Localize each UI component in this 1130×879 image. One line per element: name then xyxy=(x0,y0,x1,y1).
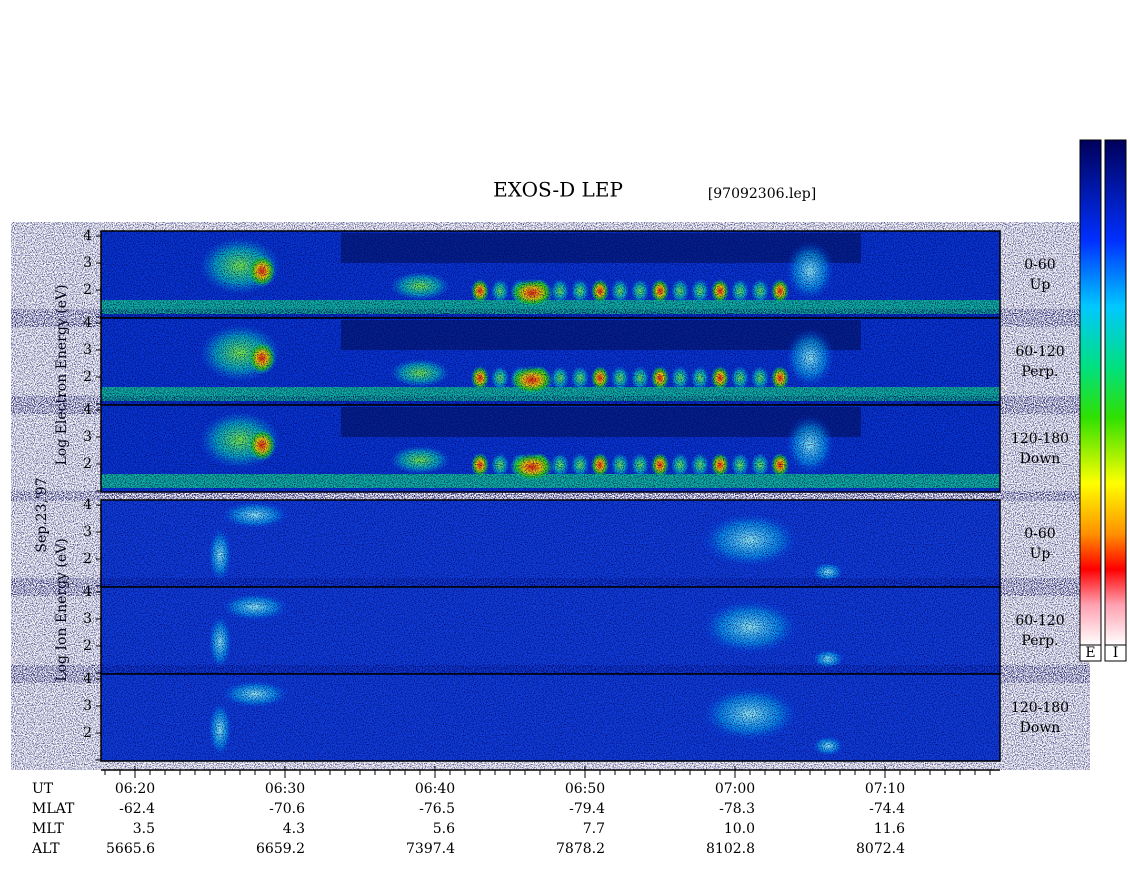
ephemeris-value: 4.3 xyxy=(283,821,305,837)
noise xyxy=(101,318,1000,405)
y-tick-label: 2 xyxy=(83,369,92,385)
panel-direction: Down xyxy=(1020,451,1061,467)
panel-range: 120-180 xyxy=(1011,431,1069,447)
panel-range: 0-60 xyxy=(1024,526,1055,542)
panel: 4 3 2 60-120 Perp. xyxy=(83,584,1065,675)
time-label: 07:00 xyxy=(715,781,755,797)
ephemeris-value: 11.6 xyxy=(874,821,905,837)
ephemeris-value: -79.4 xyxy=(569,801,605,817)
panel-direction: Up xyxy=(1030,546,1051,562)
row-name: MLT xyxy=(32,821,64,837)
color-bar-label-box xyxy=(1079,644,1102,662)
panel: 4 3 2 60-120 Perp. xyxy=(83,315,1065,406)
ephemeris-value: 8102.8 xyxy=(706,841,755,857)
y-tick-label: 4 xyxy=(83,497,92,513)
y-tick-label: 4 xyxy=(83,584,92,600)
time-axis: UT 06:20 06:30 06:40 06:50 07:00 07:10 MLAT -62.… xyxy=(31,766,1000,857)
panel-direction: Down xyxy=(1020,720,1061,736)
noise xyxy=(101,500,1000,587)
y-tick-label: 4 xyxy=(83,228,92,244)
noise xyxy=(101,587,1000,674)
noise xyxy=(101,674,1000,761)
panel-frame xyxy=(100,404,1001,493)
time-label: 06:50 xyxy=(565,781,605,797)
ephemeris-value: 7.7 xyxy=(583,821,605,837)
y-tick-label: 4 xyxy=(83,402,92,418)
y-tick-label: 2 xyxy=(83,725,92,741)
color-bar xyxy=(1079,139,1102,646)
ephemeris-value: 8072.4 xyxy=(856,841,905,857)
panel-frame xyxy=(100,673,1001,762)
ephemeris-value: 3.5 xyxy=(133,821,155,837)
y-tick-label: 2 xyxy=(83,638,92,654)
title: EXOS-D LEP xyxy=(493,178,623,202)
panel-range: 60-120 xyxy=(1015,613,1064,629)
file-name: [97092306.lep] xyxy=(708,186,816,202)
y-tick-label: 2 xyxy=(83,551,92,567)
ephemeris-value: 10.0 xyxy=(724,821,755,837)
color-bar-label: I xyxy=(1113,645,1119,661)
noise xyxy=(101,231,1000,318)
y-tick-label: 3 xyxy=(83,698,92,714)
color-bar-label-box xyxy=(1104,644,1127,662)
ephemeris-value: -76.5 xyxy=(419,801,455,817)
panel-direction: Perp. xyxy=(1021,364,1058,380)
y-tick-label: 2 xyxy=(83,282,92,298)
row-name: UT xyxy=(32,781,54,797)
panel: 4 3 2 120-180 Down xyxy=(83,402,1069,493)
ephemeris-value: 7878.2 xyxy=(556,841,605,857)
ephemeris-value: 6659.2 xyxy=(256,841,305,857)
panel-range: 60-120 xyxy=(1015,344,1064,360)
color-bar xyxy=(1104,139,1127,646)
ephemeris-value: -70.6 xyxy=(269,801,305,817)
time-label: 07:10 xyxy=(865,781,905,797)
time-label: 06:20 xyxy=(115,781,155,797)
y-tick-label: 3 xyxy=(83,611,92,627)
ephemeris-value: 7397.4 xyxy=(406,841,455,857)
y-tick-label: 3 xyxy=(83,429,92,445)
row-name: ALT xyxy=(31,841,60,857)
panel: 4 3 2 120-180 Down xyxy=(83,671,1069,762)
ephemeris-value: 5.6 xyxy=(433,821,455,837)
y-tick-label: 2 xyxy=(83,456,92,472)
ephemeris-value: -78.3 xyxy=(719,801,755,817)
time-label: 06:30 xyxy=(265,781,305,797)
panel-direction: Perp. xyxy=(1021,633,1058,649)
y-tick-label: 3 xyxy=(83,524,92,540)
y-tick-label: 4 xyxy=(83,315,92,331)
panel-direction: Up xyxy=(1030,277,1051,293)
time-label: 06:40 xyxy=(415,781,455,797)
spectrograms: 4 3 2 0-60 Up 4 3 2 60-120 Perp. 4 3 2 120-180 Down 4 3 2… xyxy=(83,228,1069,762)
y-tick-label: 4 xyxy=(83,671,92,687)
electron-axis-label: Log Electron Energy (eV) xyxy=(54,284,70,465)
panel: 4 3 2 0-60 Up xyxy=(83,497,1056,588)
row-name: MLAT xyxy=(32,801,75,817)
ion-axis-label: Log Ion Energy (eV) xyxy=(54,538,70,681)
color-bar-label: E xyxy=(1085,645,1095,661)
date: Sep.23,'97 xyxy=(34,477,50,552)
ephemeris-value: -62.4 xyxy=(119,801,155,817)
panel: 4 3 2 0-60 Up xyxy=(83,228,1056,319)
panel-range: 120-180 xyxy=(1011,700,1069,716)
y-tick-label: 3 xyxy=(83,255,92,271)
ephemeris-value: -74.4 xyxy=(869,801,905,817)
y-tick-label: 3 xyxy=(83,342,92,358)
ephemeris-value: 5665.6 xyxy=(106,841,155,857)
panel-range: 0-60 xyxy=(1024,257,1055,273)
noise xyxy=(101,405,1000,492)
